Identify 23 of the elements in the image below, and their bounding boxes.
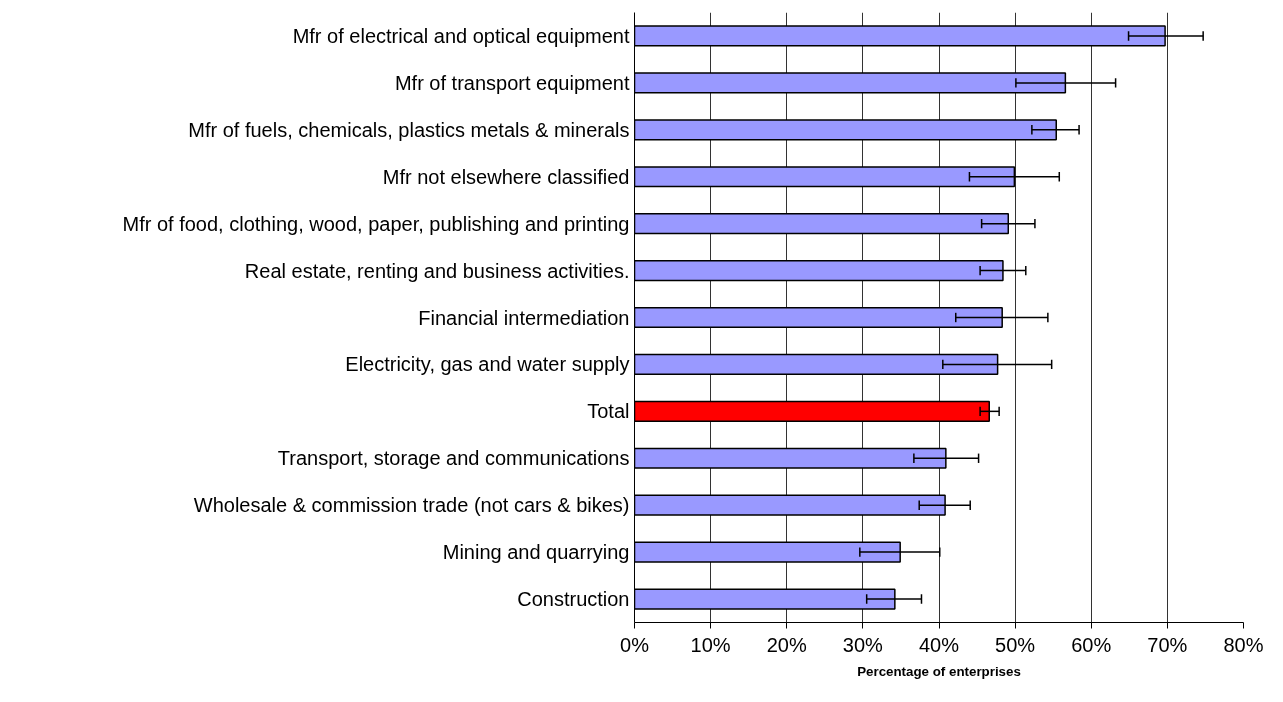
y-tick-label: Mfr of fuels, chemicals, plastics metals & minerals — [188, 118, 630, 141]
x-tick-label: 50% — [995, 633, 1036, 656]
y-tick-label: Financial intermediation — [418, 306, 630, 329]
x-tick-label: 80% — [1223, 633, 1264, 656]
y-tick-label: Real estate, renting and business activities. — [244, 259, 630, 282]
x-tick-label: 10% — [690, 633, 731, 656]
y-tick-label: Mfr of transport equipment — [394, 71, 630, 94]
y-tick-label: Mfr not elsewhere classified — [382, 165, 630, 188]
x-tick-label: 30% — [842, 633, 884, 656]
y-tick-label: Mfr of food, clothing, wood, paper, publishing and printing — [122, 212, 630, 235]
x-tick-label: 20% — [766, 633, 807, 656]
x-tick-label: 60% — [1071, 633, 1112, 656]
y-tick-label: Wholesale & commission trade (not cars & bikes) — [193, 494, 630, 517]
y-tick-label: Transport, storage and communications — [277, 447, 630, 470]
x-tick-label: 40% — [918, 633, 960, 656]
y-tick-label: Electricity, gas and water supply — [345, 353, 630, 376]
x-tick-label: 0% — [620, 633, 650, 656]
y-tick-label: Mining and quarrying — [442, 541, 630, 564]
y-tick-label: Total — [587, 400, 630, 423]
y-tick-label: Construction — [517, 588, 630, 611]
x-axis-title: Percentage of enterprises — [857, 663, 1021, 679]
y-tick-label: Mfr of electrical and optical equipment — [292, 24, 630, 47]
x-tick-label: 70% — [1147, 633, 1188, 656]
